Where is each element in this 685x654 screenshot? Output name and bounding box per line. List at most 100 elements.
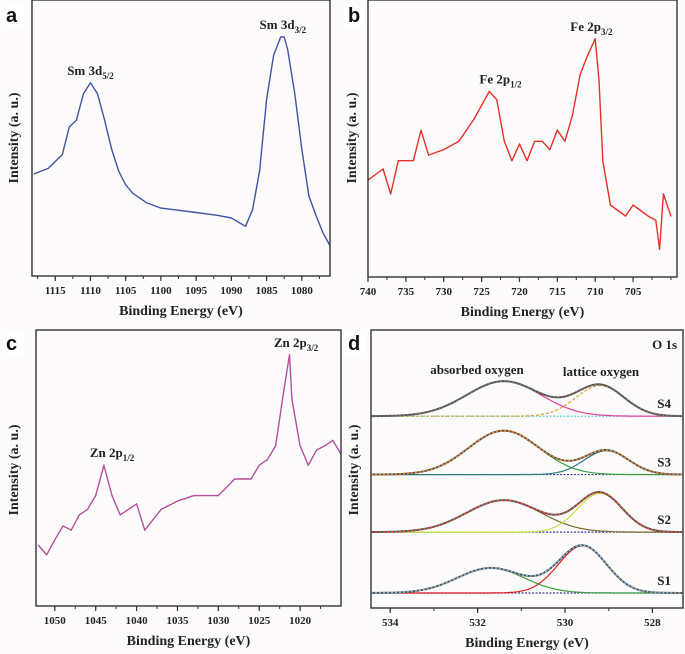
data-point bbox=[274, 445, 277, 447]
data-point bbox=[315, 449, 318, 451]
y-axis-label: Intensity (a. u.) bbox=[345, 92, 360, 183]
y-axis-label: Intensity (a. u.) bbox=[7, 92, 22, 183]
data-point bbox=[541, 140, 543, 142]
data-point bbox=[283, 36, 285, 38]
peak-label: Sm 3d5/2 bbox=[67, 63, 114, 81]
sample-label: S3 bbox=[657, 455, 671, 470]
x-tick-label: 1040 bbox=[126, 615, 149, 627]
data-point bbox=[301, 148, 303, 150]
data-point bbox=[609, 204, 611, 206]
data-point bbox=[61, 153, 63, 156]
x-axis-label: Binding Energy (eV) bbox=[465, 636, 589, 651]
peak-label-subscript: 3/2 bbox=[295, 25, 307, 35]
data-point bbox=[624, 215, 627, 217]
sample-label: S2 bbox=[657, 512, 671, 527]
component-lattice bbox=[371, 545, 683, 594]
x-tick-label: 1050 bbox=[44, 615, 67, 627]
panel-letter-bg bbox=[2, 4, 24, 28]
data-point bbox=[118, 170, 120, 172]
data-point bbox=[70, 529, 72, 531]
panel-letter-bg bbox=[344, 4, 366, 28]
data-point bbox=[234, 478, 236, 480]
data-point bbox=[146, 202, 148, 204]
data-point bbox=[89, 82, 92, 84]
data-point bbox=[258, 464, 260, 466]
data-point bbox=[556, 129, 558, 131]
data-point bbox=[322, 232, 324, 234]
data-point bbox=[280, 36, 282, 38]
component-lattice bbox=[371, 384, 683, 417]
envelope-fit bbox=[370, 490, 683, 534]
data-point bbox=[273, 54, 275, 56]
data-point bbox=[458, 140, 460, 142]
data-point bbox=[594, 38, 596, 40]
panel-letter: d bbox=[348, 333, 360, 355]
data-point bbox=[288, 354, 291, 356]
data-point bbox=[62, 525, 64, 527]
x-tick-label: 1110 bbox=[80, 285, 101, 297]
panel-letter: a bbox=[6, 5, 18, 27]
data-point bbox=[324, 445, 326, 447]
data-point bbox=[534, 140, 536, 142]
data-point bbox=[488, 90, 490, 93]
peak-label-main: Sm 3d bbox=[67, 63, 103, 78]
x-axis-label: Binding Energy (eV) bbox=[127, 634, 251, 649]
data-point bbox=[481, 104, 483, 106]
data-point bbox=[382, 168, 384, 170]
envelope-data bbox=[371, 429, 683, 476]
data-point bbox=[315, 214, 317, 216]
x-tick-label: 730 bbox=[435, 286, 452, 298]
data-point bbox=[47, 167, 49, 169]
spectrum-line bbox=[37, 354, 342, 556]
data-point bbox=[160, 508, 162, 510]
x-tick-label: 705 bbox=[625, 286, 642, 298]
data-point bbox=[640, 209, 642, 212]
data-point bbox=[443, 148, 445, 151]
data-point bbox=[160, 207, 162, 209]
x-axis-label: Binding Energy (eV) bbox=[461, 305, 585, 320]
spectrum-line bbox=[367, 38, 672, 251]
data-point bbox=[75, 119, 77, 121]
data-point bbox=[125, 184, 127, 186]
peak-label-subscript: 1/2 bbox=[123, 453, 135, 463]
data-point bbox=[473, 118, 475, 120]
component-absorbed bbox=[371, 429, 683, 476]
data-point bbox=[420, 129, 422, 131]
x-tick-label: 1090 bbox=[220, 285, 243, 297]
data-point bbox=[511, 160, 513, 162]
peak-label-subscript: 1/2 bbox=[510, 79, 522, 89]
data-point bbox=[332, 439, 334, 441]
plot-frame bbox=[370, 329, 684, 609]
peak-label-subscript: 5/2 bbox=[102, 71, 114, 81]
data-point bbox=[195, 211, 197, 214]
data-point bbox=[427, 154, 430, 156]
peak-label-main: Fe 2p bbox=[479, 71, 510, 86]
plot-frame bbox=[367, 0, 678, 278]
panel-letter-bg bbox=[2, 332, 24, 356]
x-tick-label: 530 bbox=[557, 617, 574, 629]
x-axis-label: Binding Energy (eV) bbox=[119, 304, 243, 319]
data-point bbox=[86, 508, 89, 510]
data-point bbox=[119, 514, 121, 516]
data-point bbox=[103, 119, 106, 121]
data-point bbox=[564, 140, 566, 142]
data-point bbox=[390, 193, 392, 195]
sample-S3: S3 bbox=[371, 429, 683, 476]
data-point bbox=[217, 495, 219, 497]
data-point bbox=[266, 459, 269, 461]
data-point bbox=[251, 209, 254, 211]
x-tick-label: 534 bbox=[382, 617, 399, 629]
data-point bbox=[291, 398, 293, 400]
x-tick-label: 1095 bbox=[185, 285, 208, 297]
peak-label: Zn 2p3/2 bbox=[274, 335, 319, 353]
data-point bbox=[230, 217, 232, 219]
peak-label: Fe 2p3/2 bbox=[570, 19, 613, 37]
data-point bbox=[193, 495, 195, 497]
data-point bbox=[598, 79, 600, 81]
data-point bbox=[662, 193, 664, 195]
x-tick-label: 1020 bbox=[289, 615, 312, 627]
x-tick-label: 1035 bbox=[166, 615, 189, 627]
data-point bbox=[294, 93, 296, 95]
x-tick-label: 740 bbox=[360, 286, 377, 298]
